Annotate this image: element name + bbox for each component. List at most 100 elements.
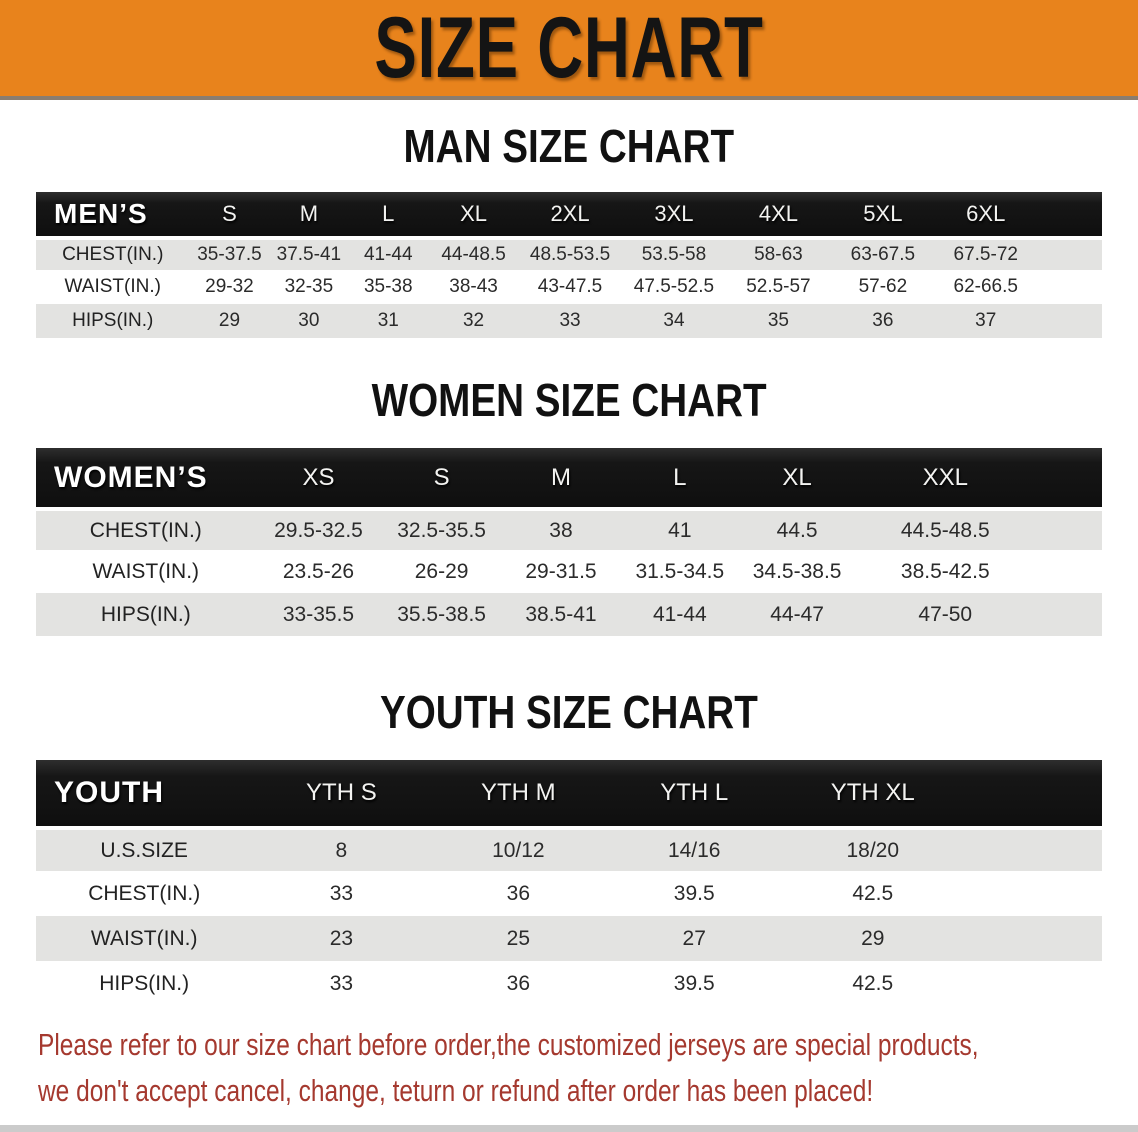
size-value-cell: 35-38 (348, 270, 429, 304)
size-value-cell: 37.5-41 (269, 236, 349, 270)
table-row: WAIST(IN.) 23.5-26 26-29 29-31.5 31.5-34.5 34… (36, 550, 1102, 593)
size-value-cell: 38.5-41 (501, 593, 621, 636)
size-value-cell: 38-43 (428, 270, 519, 304)
banner-title: SIZE CHART (374, 0, 764, 96)
table-row: CHEST(IN.) 33 36 39.5 42.5 (36, 871, 1102, 916)
row-filler-cell (1035, 236, 1102, 270)
size-value-cell: 37 (935, 304, 1036, 338)
size-chart-section-2: YOUTH SIZE CHART YOUTH YTH S YTH M YTH L YTH … (0, 688, 1138, 1006)
size-column-header: 4XL (726, 192, 831, 236)
size-value-cell: 26-29 (381, 550, 502, 593)
section-heading-row: YOUTH SIZE CHART (0, 688, 1138, 736)
size-value-cell: 35-37.5 (189, 236, 270, 270)
size-column-header: L (348, 192, 429, 236)
size-charts: MAN SIZE CHART MEN’S S M L XL 2XL 3XL 4XL 5XL 6XL C… (0, 122, 1138, 1006)
size-value-cell: 41 (620, 507, 740, 550)
table-row: HIPS(IN.) 29 30 31 32 33 34 35 36 37 (36, 304, 1102, 338)
row-filler-cell (1035, 270, 1102, 304)
size-table: YOUTH YTH S YTH M YTH L YTH XL U.S.SIZE 8 10/12… (36, 760, 1102, 1006)
size-value-cell: 29-31.5 (501, 550, 621, 593)
table-header-row: WOMEN’S XS S M L XL XXL (36, 448, 1102, 507)
size-value-cell: 38 (501, 507, 621, 550)
table-group-label: MEN’S (36, 192, 190, 236)
section-heading-row: WOMEN SIZE CHART (0, 376, 1138, 424)
size-value-cell: 14/16 (606, 826, 783, 871)
size-value-cell: 33 (252, 961, 431, 1006)
size-value-cell: 57-62 (830, 270, 936, 304)
row-filler-cell (1035, 593, 1102, 636)
size-value-cell: 44-48.5 (428, 236, 519, 270)
size-value-cell: 10/12 (430, 826, 607, 871)
disclaimer: Please refer to our size chart before or… (38, 1022, 1138, 1114)
size-value-cell: 48.5-53.5 (518, 236, 622, 270)
size-column-header: S (189, 192, 270, 236)
table-row: WAIST(IN.) 23 25 27 29 (36, 916, 1102, 961)
size-column-header: 6XL (935, 192, 1036, 236)
size-column-header: XL (739, 448, 855, 507)
size-value-cell: 42.5 (782, 871, 964, 916)
table-row: U.S.SIZE 8 10/12 14/16 18/20 (36, 826, 1102, 871)
size-column-header: YTH L (606, 760, 783, 826)
row-filler-cell (963, 871, 1102, 916)
size-table: MEN’S S M L XL 2XL 3XL 4XL 5XL 6XL CHEST(IN.) 35-37… (36, 192, 1102, 338)
size-value-cell: 41-44 (620, 593, 740, 636)
size-value-cell: 36 (430, 871, 607, 916)
row-filler-cell (1035, 507, 1102, 550)
size-value-cell: 62-66.5 (935, 270, 1036, 304)
size-value-cell: 47.5-52.5 (621, 270, 727, 304)
size-value-cell: 18/20 (782, 826, 964, 871)
row-label: WAIST(IN.) (36, 916, 253, 961)
header-filler-cell (963, 760, 1102, 826)
section-heading-row: MAN SIZE CHART (0, 122, 1138, 170)
size-value-cell: 47-50 (854, 593, 1036, 636)
table-group-label: YOUTH (36, 760, 253, 826)
table-row: CHEST(IN.) 35-37.5 37.5-41 41-44 44-48.5 48.5… (36, 236, 1102, 270)
size-value-cell: 53.5-58 (621, 236, 727, 270)
table-header-row: MEN’S S M L XL 2XL 3XL 4XL 5XL 6XL (36, 192, 1102, 236)
size-value-cell: 34.5-38.5 (739, 550, 855, 593)
size-value-cell: 31 (348, 304, 429, 338)
table-group-label: WOMEN’S (36, 448, 256, 507)
row-filler-cell (963, 961, 1102, 1006)
size-value-cell: 33 (518, 304, 622, 338)
size-column-header: YTH S (252, 760, 431, 826)
size-value-cell: 36 (430, 961, 607, 1006)
size-value-cell: 38.5-42.5 (854, 550, 1036, 593)
disclaimer-line-2: we don't accept cancel, change, teturn o… (38, 1073, 874, 1108)
size-value-cell: 23 (252, 916, 431, 961)
size-value-cell: 32.5-35.5 (381, 507, 502, 550)
size-chart-section-1: WOMEN SIZE CHART WOMEN’S XS S M L XL XXL CHEST(I… (0, 376, 1138, 636)
size-value-cell: 27 (606, 916, 783, 961)
size-value-cell: 52.5-57 (726, 270, 831, 304)
section-heading: WOMEN SIZE CHART (371, 374, 767, 426)
row-label: HIPS(IN.) (36, 593, 256, 636)
size-value-cell: 31.5-34.5 (620, 550, 740, 593)
size-value-cell: 43-47.5 (518, 270, 622, 304)
size-column-header: 2XL (518, 192, 622, 236)
size-value-cell: 32-35 (269, 270, 349, 304)
size-column-header: S (381, 448, 502, 507)
size-column-header: XL (428, 192, 519, 236)
size-value-cell: 44.5-48.5 (854, 507, 1036, 550)
size-chart-banner: SIZE CHART (0, 0, 1138, 100)
row-label: WAIST(IN.) (36, 270, 190, 304)
size-value-cell: 35 (726, 304, 831, 338)
size-value-cell: 23.5-26 (255, 550, 382, 593)
size-column-header: 3XL (621, 192, 727, 236)
row-label: WAIST(IN.) (36, 550, 256, 593)
size-column-header: M (501, 448, 621, 507)
size-value-cell: 8 (252, 826, 431, 871)
row-label: CHEST(IN.) (36, 507, 256, 550)
table-row: WAIST(IN.) 29-32 32-35 35-38 38-43 43-47.5 47.… (36, 270, 1102, 304)
size-value-cell: 63-67.5 (830, 236, 936, 270)
size-value-cell: 29 (189, 304, 270, 338)
table-row: CHEST(IN.) 29.5-32.5 32.5-35.5 38 41 44.5 44.5… (36, 507, 1102, 550)
size-value-cell: 58-63 (726, 236, 831, 270)
size-column-header: YTH XL (782, 760, 964, 826)
size-column-header: 5XL (830, 192, 936, 236)
image-bottom-edge (0, 1125, 1138, 1132)
size-value-cell: 29.5-32.5 (255, 507, 382, 550)
row-label: HIPS(IN.) (36, 304, 190, 338)
header-filler-cell (1035, 448, 1102, 507)
size-value-cell: 39.5 (606, 961, 783, 1006)
